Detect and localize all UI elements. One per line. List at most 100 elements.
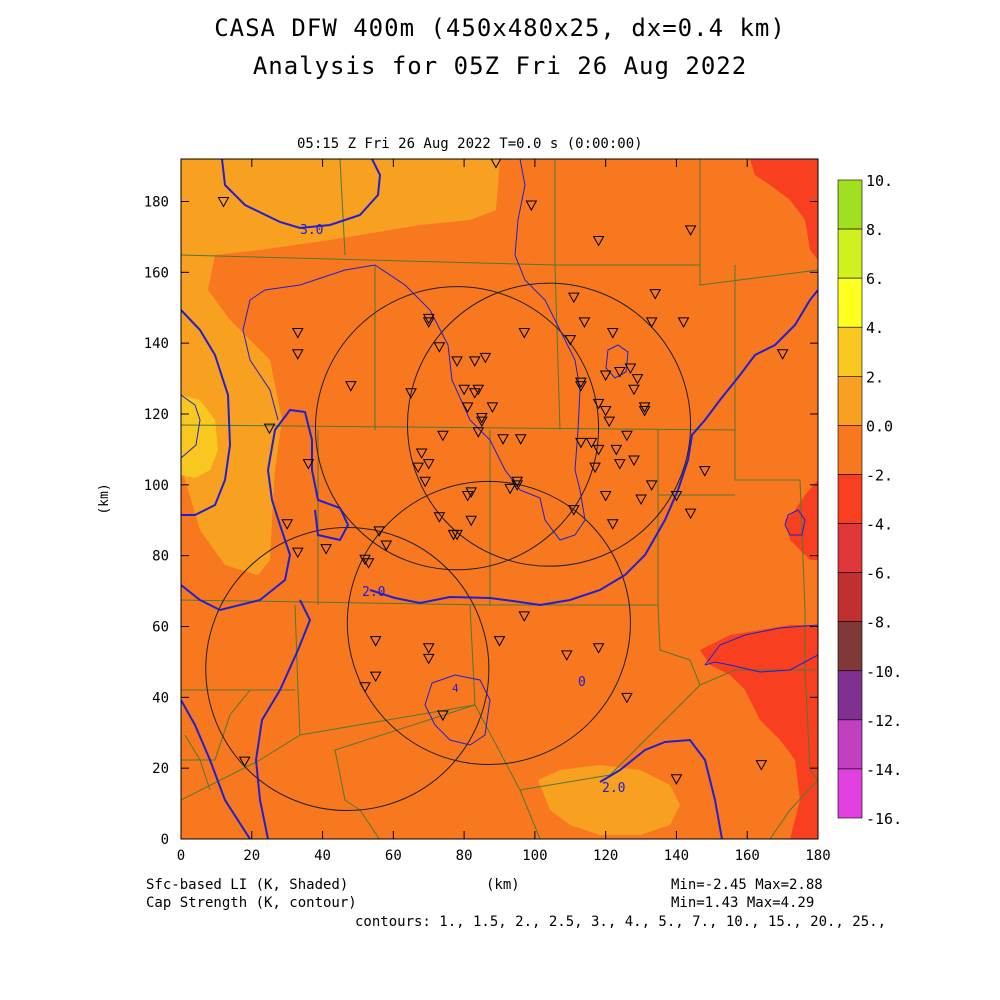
station-marker	[613, 459, 626, 470]
x-tick-label: 140	[664, 848, 689, 864]
station-marker	[592, 235, 605, 247]
x-tick-label: 180	[805, 848, 830, 864]
station-marker	[514, 434, 527, 445]
station-marker	[511, 480, 524, 491]
station-marker	[412, 462, 424, 474]
station-marker	[599, 490, 612, 502]
footer-left-1: Sfc-based LI (K, Shaded)	[146, 877, 349, 893]
station-marker	[592, 398, 605, 410]
station-marker	[302, 459, 315, 470]
contour-label-5: 0	[578, 675, 586, 690]
station-marker	[405, 388, 417, 399]
y-tick-label: 120	[144, 407, 169, 423]
colorbar-label: 6.	[866, 270, 884, 288]
plot-subtitle: 05:15 Z Fri 26 Aug 2022 T=0.0 s (0:00:00…	[297, 136, 643, 152]
shaded-field	[181, 159, 818, 839]
contour-label-3: 2.0	[602, 781, 625, 796]
station-marker	[684, 225, 697, 236]
station-marker	[475, 416, 488, 428]
y-tick-label: 60	[152, 620, 169, 636]
station-marker	[592, 444, 605, 456]
colorbar-swatch	[837, 572, 863, 622]
station-marker	[437, 710, 449, 722]
colorbar-label: -10.	[866, 663, 902, 681]
station-marker	[461, 402, 474, 413]
colorbar-label: -14.	[866, 761, 902, 779]
station-marker	[564, 335, 577, 346]
station-marker	[433, 512, 446, 523]
colorbar-label: 0.0	[866, 417, 893, 435]
station-marker	[575, 377, 587, 389]
station-marker	[263, 423, 276, 435]
observation-stations	[217, 159, 789, 785]
station-marker	[217, 197, 230, 208]
colorbar-swatch	[837, 228, 863, 279]
station-marker	[281, 519, 294, 530]
station-marker	[606, 328, 619, 339]
x-tick-label: 80	[456, 848, 473, 864]
station-marker	[504, 483, 516, 495]
station-marker	[380, 540, 393, 552]
title-line-2: Analysis for 05Z Fri 26 Aug 2022	[252, 52, 748, 80]
colorbar-swatch	[837, 277, 863, 328]
y-tick-label: 80	[152, 549, 169, 565]
colorbar-label: -2.	[866, 466, 893, 484]
contour-label-2: 2.0	[362, 585, 385, 600]
station-marker	[599, 370, 612, 382]
colorbar-swatch	[837, 523, 863, 573]
colorbar-swatch	[837, 768, 863, 819]
station-marker	[670, 490, 683, 502]
station-marker	[585, 437, 598, 449]
station-marker	[606, 519, 619, 530]
colorbar-swatch	[837, 326, 863, 377]
x-tick-label: 120	[593, 848, 618, 864]
footer-right-1: Min=-2.45 Max=2.88	[671, 877, 823, 893]
y-axis-label: (km)	[97, 483, 112, 514]
station-marker	[525, 200, 538, 212]
colorbar-swatch	[837, 376, 863, 426]
station-marker	[677, 317, 690, 328]
station-marker	[472, 427, 485, 438]
title-line-1: CASA DFW 400m (450x480x25, dx=0.4 km)	[214, 14, 786, 42]
station-marker	[468, 388, 481, 399]
station-marker	[755, 760, 768, 771]
station-marker	[638, 405, 651, 417]
colorbar: 10. 8. 6. 4. 2. 0.0 -2. -4. -6. -8. -10. -12. -14. -1…	[837, 172, 902, 828]
station-marker	[511, 476, 524, 488]
colorbar-swatch	[837, 425, 863, 475]
station-marker	[603, 416, 616, 428]
station-marker	[433, 342, 446, 353]
cap-strength-contours	[181, 159, 818, 839]
station-marker	[422, 643, 435, 654]
colorbar-label: -6.	[866, 565, 893, 583]
contour-label-1: 3.0	[300, 223, 323, 238]
station-marker	[610, 444, 623, 456]
station-marker	[635, 494, 647, 506]
station-marker	[599, 405, 612, 417]
station-marker	[560, 650, 573, 661]
axes: 0 20 40 60 80 100 120 140 160 1800204060801001201…	[144, 159, 831, 864]
x-axis-label: (km)	[486, 877, 520, 893]
colorbar-swatch	[837, 179, 863, 230]
station-marker	[628, 455, 640, 467]
footer-left-2: Cap Strength (K, contour)	[146, 895, 357, 911]
station-marker	[479, 352, 492, 364]
station-marker	[645, 317, 658, 328]
station-marker	[369, 636, 382, 647]
station-marker	[493, 636, 506, 647]
y-tick-label: 0	[161, 832, 169, 848]
station-marker	[422, 317, 435, 328]
station-marker	[422, 313, 435, 325]
station-marker	[465, 515, 478, 527]
y-tick-label: 140	[144, 336, 169, 352]
station-marker	[575, 381, 587, 392]
station-marker	[497, 434, 509, 445]
y-tick-label: 160	[144, 265, 169, 281]
station-marker	[592, 643, 605, 654]
station-marker	[631, 374, 644, 385]
x-tick-label: 0	[177, 848, 185, 864]
station-marker	[621, 692, 633, 704]
station-marker	[575, 437, 587, 449]
radar-range-rings	[205, 282, 692, 812]
